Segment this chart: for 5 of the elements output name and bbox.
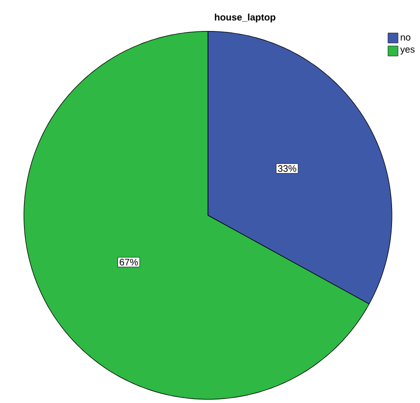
data-label: 67% bbox=[120, 258, 138, 266]
data-label: 33% bbox=[278, 165, 296, 172]
chart-title: house_laptop bbox=[214, 14, 276, 22]
legend-label: no bbox=[400, 35, 410, 41]
legend-label: yes bbox=[400, 47, 415, 55]
